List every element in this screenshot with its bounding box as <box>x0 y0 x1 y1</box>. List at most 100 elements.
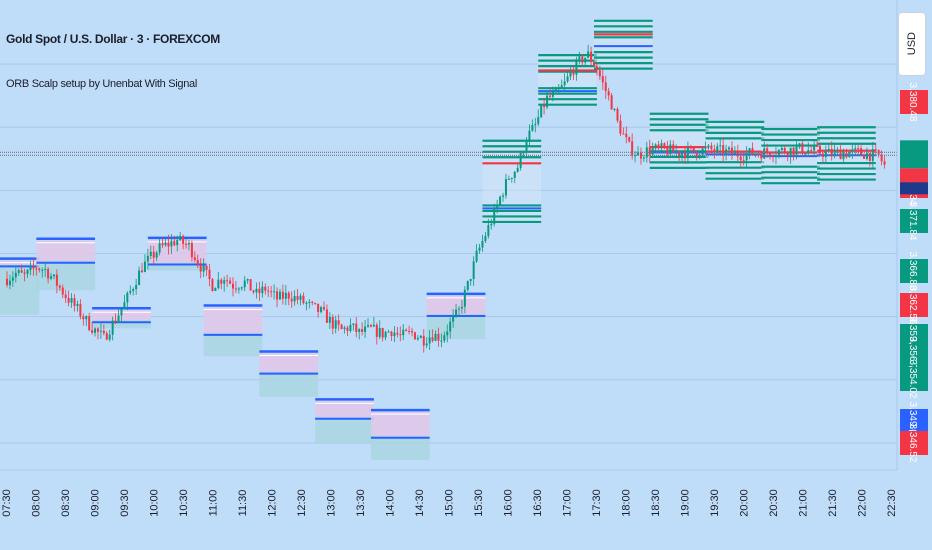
candle-body <box>346 327 349 331</box>
signal-zone <box>594 20 653 69</box>
candle-body <box>502 195 505 197</box>
indicator-title[interactable]: ORB Scalp setup by Unenbat With Signal <box>6 78 197 90</box>
candle-body <box>728 147 731 150</box>
candle-body <box>146 255 149 262</box>
candle-body <box>795 146 798 155</box>
candle-body <box>105 333 108 340</box>
candle-body <box>20 270 23 273</box>
x-tick-label: 20:30 <box>768 489 780 517</box>
candle-body <box>76 303 79 306</box>
candle-body <box>490 223 493 226</box>
x-tick-label: 08:00 <box>30 489 42 517</box>
x-tick-label: 16:00 <box>502 489 514 517</box>
candle-body <box>322 307 325 310</box>
candle-body <box>546 95 549 108</box>
candle-body <box>798 143 801 147</box>
price-label: 3,346.52 <box>907 424 918 463</box>
candle-body <box>287 292 290 299</box>
candle-body <box>320 307 323 312</box>
candle-body <box>507 178 510 180</box>
candle-body <box>402 329 405 336</box>
candle-body <box>278 291 281 300</box>
x-tick-label: 20:00 <box>738 489 750 517</box>
candle-body <box>167 242 170 247</box>
candle-body <box>325 309 328 323</box>
candle-body <box>587 51 590 58</box>
candle-body <box>220 279 223 284</box>
candle-body <box>496 204 499 209</box>
candle-body <box>378 328 381 337</box>
candle-body <box>120 309 123 316</box>
candle-body <box>883 161 886 165</box>
candle-body <box>270 291 273 293</box>
candle-body <box>698 155 701 157</box>
orb-lower-zone <box>259 371 319 397</box>
candle-body <box>842 152 845 160</box>
candle-body <box>361 329 364 332</box>
candle-body <box>466 280 469 290</box>
candle-body <box>284 292 287 299</box>
price-label: 3,349.00 <box>907 402 918 441</box>
candle-body <box>431 337 434 341</box>
candle-body <box>854 148 857 150</box>
candle-body <box>686 147 689 159</box>
candle-body <box>748 148 751 154</box>
candle-body <box>208 269 211 280</box>
candle-body <box>138 270 141 286</box>
x-tick-label: 14:30 <box>414 489 426 517</box>
candle-body <box>102 330 105 334</box>
candle-body <box>352 323 355 325</box>
candle-body <box>607 91 610 96</box>
candle-body <box>757 154 760 156</box>
candle-body <box>824 151 827 157</box>
candle-body <box>584 57 587 63</box>
candle-body <box>193 257 196 260</box>
candle-body <box>6 278 8 286</box>
x-tick-label: 22:00 <box>856 489 868 517</box>
symbol-title[interactable]: Gold Spot / U.S. Dollar · 3 · FOREXCOM <box>6 32 220 46</box>
currency-button[interactable]: USD <box>898 12 926 76</box>
candle-body <box>258 288 261 294</box>
candle-body <box>581 56 584 63</box>
price-label-bg <box>900 90 928 114</box>
candle-body <box>519 153 522 169</box>
candle-body <box>35 268 38 270</box>
candle-body <box>628 137 631 142</box>
candle-body <box>405 329 408 331</box>
candle-body <box>783 147 786 153</box>
candle-body <box>813 145 816 151</box>
candle-body <box>569 72 572 77</box>
candle-body <box>246 279 249 281</box>
x-tick-label: 12:00 <box>266 489 278 517</box>
candle-body <box>551 92 554 97</box>
candle-body <box>38 268 41 271</box>
candle-body <box>460 306 463 309</box>
candle-body <box>543 104 546 108</box>
candle-body <box>135 285 138 290</box>
candle-body <box>82 316 85 320</box>
x-tick-label: 08:30 <box>60 489 72 517</box>
candle-body <box>484 236 487 242</box>
price-label: 3,362.56 <box>907 286 918 325</box>
candle-body <box>67 298 70 303</box>
candle-body <box>96 328 99 332</box>
candle-body <box>816 145 819 147</box>
x-tick-label: 09:00 <box>89 489 101 517</box>
candle-body <box>707 145 710 148</box>
candle-body <box>578 56 581 60</box>
candle-body <box>678 151 681 156</box>
candle-body <box>331 317 334 329</box>
candle-body <box>575 59 578 75</box>
orb-range-fill <box>203 307 263 334</box>
orb-lower-zone <box>315 416 374 444</box>
candle-body <box>117 315 120 323</box>
candle-body <box>595 66 598 71</box>
candle-body <box>642 157 645 159</box>
candle-body <box>428 337 431 344</box>
orb-lower-zone <box>147 262 207 271</box>
x-tick-label: 18:00 <box>620 489 632 517</box>
candle-body <box>161 243 164 246</box>
candle-body <box>281 291 284 299</box>
x-tick-label: 15:30 <box>473 489 485 517</box>
